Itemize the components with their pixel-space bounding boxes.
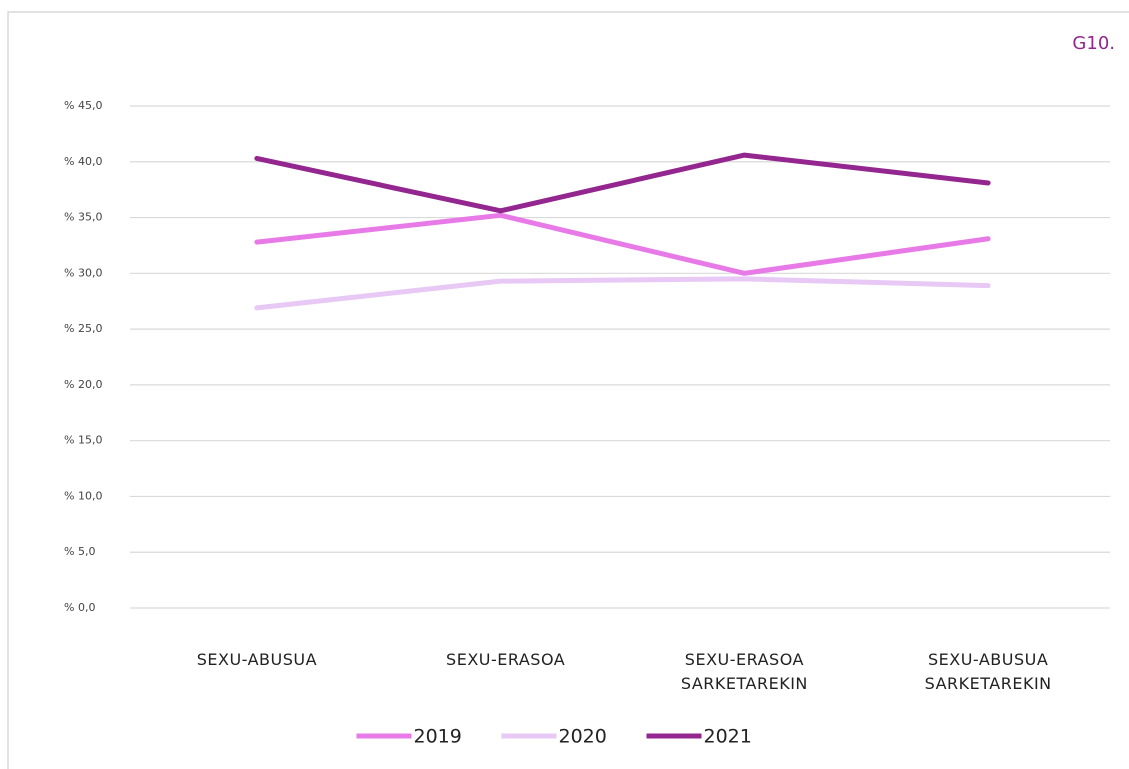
y-tick-label: % 45,0: [64, 99, 102, 112]
chart-title: G10.: [1072, 33, 1115, 54]
y-tick-label: % 30,0: [64, 266, 102, 279]
x-tick-label: SEXU-ABUSUA SARKETAREKIN: [924, 650, 1052, 693]
series-line: [254, 152, 991, 214]
series-line: [254, 212, 991, 276]
legend-label: 2021: [704, 726, 752, 748]
legend-label: 2020: [559, 726, 607, 748]
y-tick-label: % 20,0: [64, 378, 102, 391]
x-tick-label: SEXU-ERASOA: [446, 650, 566, 669]
y-tick-label: % 35,0: [64, 211, 102, 224]
y-tick-label: % 15,0: [64, 434, 102, 447]
series-line: [254, 276, 991, 311]
card-border: [7, 11, 1129, 769]
y-tick-label: % 25,0: [64, 322, 102, 335]
legend-label: 2019: [414, 726, 462, 748]
y-tick-label: % 0,0: [64, 601, 95, 614]
y-tick-label: % 40,0: [64, 155, 102, 168]
x-tick-label: SEXU-ABUSUA: [196, 650, 318, 669]
y-tick-label: % 10,0: [64, 489, 102, 502]
y-tick-label: % 5,0: [64, 545, 95, 558]
x-tick-label: SEXU-ERASOA SARKETAREKIN: [680, 650, 808, 693]
